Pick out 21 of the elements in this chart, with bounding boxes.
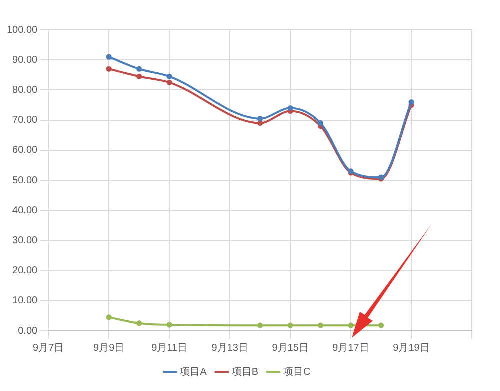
y-tick-label: 0.00 — [18, 326, 38, 337]
y-tick-label: 80.00 — [12, 84, 38, 96]
x-tick-label: 9月13日 — [212, 342, 248, 354]
x-tick-label: 9月15日 — [272, 342, 309, 354]
x-tick-label: 9月9日 — [94, 342, 125, 354]
y-tick-label: 20.00 — [12, 266, 38, 277]
y-tick-label: 70.00 — [12, 115, 38, 126]
y-tick-label: 10.00 — [12, 296, 38, 307]
y-tick-label: 90.00 — [12, 54, 38, 66]
y-tick-label: 50.00 — [12, 175, 38, 186]
y-tick-label: 40.00 — [12, 205, 38, 216]
x-tick-label: 9月19日 — [393, 342, 430, 354]
x-tick-label: 9月17日 — [332, 342, 370, 354]
x-tick-label: 9月11日 — [152, 342, 188, 354]
y-tick-label: 30.00 — [12, 235, 38, 246]
legend-label: 项目C — [284, 366, 311, 378]
y-tick-label: 100.00 — [6, 24, 38, 36]
y-tick-label: 60.00 — [12, 145, 38, 156]
legend-label: 项目A — [180, 366, 208, 378]
x-tick-label: 9月7日 — [33, 342, 64, 354]
legend-label: 项目B — [232, 366, 259, 378]
